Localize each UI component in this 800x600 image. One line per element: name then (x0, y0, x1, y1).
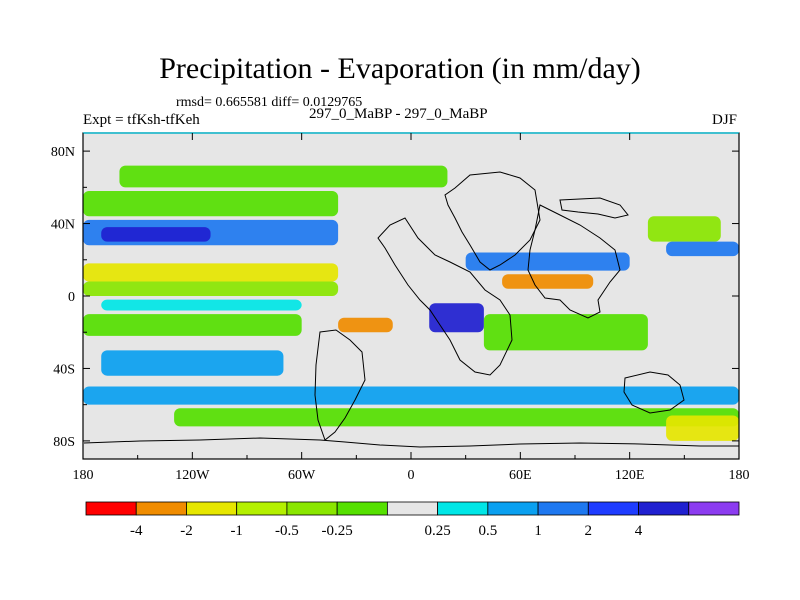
season-label: DJF (712, 112, 738, 128)
coastline-australia (623, 371, 685, 414)
field-north-mid-green (83, 190, 339, 217)
map-field (83, 133, 740, 459)
lon-tick-label: 180 (73, 468, 94, 483)
coastline-north-box (559, 197, 629, 219)
colorbar-label: 2 (585, 523, 593, 539)
field-north-mid-deep (101, 227, 211, 242)
coastline-south-america (314, 329, 366, 441)
colorbar-swatch (286, 501, 338, 516)
coastline-asia (527, 204, 621, 319)
colorbar-label: 0.25 (424, 523, 450, 539)
field-asia-orange (502, 274, 594, 289)
case-label: 297_0_MaBP - 297_0_MaBP (309, 106, 488, 122)
colorbar-label: 0.5 (478, 523, 497, 539)
lon-tick-label: 120E (615, 468, 645, 483)
lon-tick-label: 0 (408, 468, 415, 483)
lat-tick-label: 40S (53, 362, 75, 377)
colorbar-swatch (437, 501, 489, 516)
colorbar-label: -4 (130, 523, 143, 539)
lat-tick-label: 80S (53, 435, 75, 450)
colorbar-swatch (386, 501, 439, 516)
field-south-green-west (83, 314, 302, 336)
colorbar-swatch (85, 501, 137, 516)
field-atlantic-orange (338, 317, 393, 333)
lon-tick-label: 180 (729, 468, 750, 483)
colorbar-swatch (135, 501, 187, 516)
colorbar: -4 -2 -1 -0.5 -0.25 0.25 0.5 1 2 4 (85, 501, 740, 539)
chart-title: Precipitation - Evaporation (in mm/day) (159, 52, 641, 85)
field-north-pacific-green (647, 216, 721, 242)
colorbar-swatch (487, 501, 539, 516)
field-antarctic-yellow (666, 415, 739, 441)
colorbar-swatch (537, 501, 589, 516)
colorbar-swatch (236, 501, 288, 516)
colorbar-label: -2 (180, 523, 193, 539)
field-southern-green (174, 408, 740, 427)
lon-tick-label: 60E (509, 468, 532, 483)
colorbar-swatch (336, 501, 388, 516)
coastline-europe-africa (377, 217, 513, 376)
colorbar-swatch (587, 501, 639, 516)
colorbar-swatch (638, 501, 690, 516)
field-north-green-upper (119, 165, 448, 188)
field-tropic-green-west (83, 281, 339, 296)
field-indian-green (483, 314, 648, 351)
lat-tick-label: 80N (51, 145, 75, 160)
lon-tick-label: 120W (175, 468, 210, 483)
field-equator-cyan-west (101, 299, 302, 311)
field-south-blue-west (101, 350, 284, 376)
field-north-east-blue (666, 241, 739, 257)
colorbar-label: -0.5 (275, 523, 299, 539)
stats-label: rmsd= 0.665581 diff= 0.0129765 (176, 95, 363, 110)
colorbar-swatch (186, 501, 238, 516)
colorbar-swatch (688, 501, 740, 516)
experiment-label: Expt = tfKsh-tfKeh (83, 112, 200, 128)
lon-tick-label: 60W (288, 468, 316, 483)
coastline-americas (444, 171, 541, 271)
colorbar-label: 4 (635, 523, 643, 539)
field-asia-blue (465, 252, 630, 271)
lat-tick-label: 40N (51, 218, 75, 233)
colorbar-label: -1 (230, 523, 243, 539)
field-africa-deep (429, 303, 484, 333)
coastline-antarctica (83, 437, 739, 448)
colorbar-label: -0.25 (322, 523, 353, 539)
lat-tick-label: 0 (68, 290, 75, 305)
field-southern-blue (83, 386, 739, 405)
colorbar-label: 1 (534, 523, 542, 539)
field-tropic-yellow-west (83, 263, 339, 282)
axis-ticks: 180 120W 60W 0 60E 120E 180 80N 40N 0 40S 80S (51, 133, 750, 483)
coastlines (83, 171, 739, 448)
